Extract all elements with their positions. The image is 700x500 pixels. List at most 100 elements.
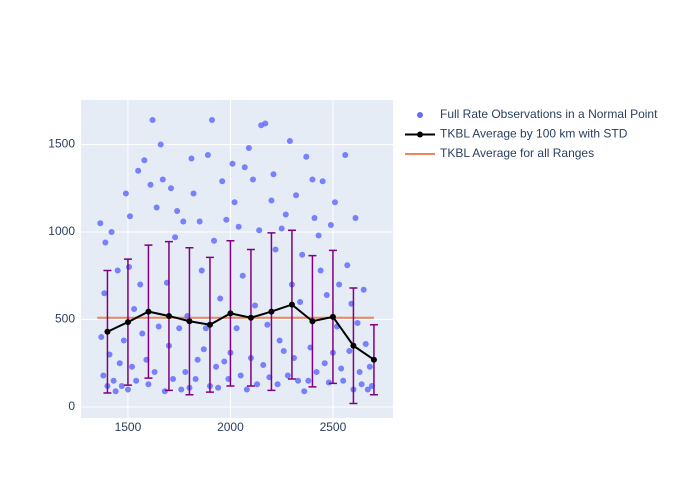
scatter-point <box>262 120 269 127</box>
scatter-point <box>272 246 279 253</box>
scatter-point <box>245 144 252 151</box>
line-marker <box>145 308 152 315</box>
scatter-point <box>323 291 330 298</box>
scatter-point <box>155 323 162 330</box>
scatter-point <box>241 164 248 171</box>
scatter-point <box>137 281 144 288</box>
scatter-point <box>174 207 181 214</box>
scatter-point <box>354 319 361 326</box>
line-marker <box>104 328 111 335</box>
scatter-point <box>223 216 230 223</box>
scatter-point <box>141 157 148 164</box>
scatter-point <box>208 116 215 123</box>
scatter-point <box>147 181 154 188</box>
scatter-point <box>352 214 359 221</box>
scatter-point <box>274 381 281 388</box>
line-marker <box>165 312 172 319</box>
y-tick-label: 0 <box>68 399 75 413</box>
scatter-point <box>264 321 271 328</box>
scatter-point <box>145 381 152 388</box>
y-tick-label: 1000 <box>48 224 75 238</box>
scatter-point <box>297 298 304 305</box>
scatter-point <box>301 388 308 395</box>
scatter-point <box>346 347 353 354</box>
scatter-point <box>190 190 197 197</box>
scatter-point <box>178 386 185 393</box>
scatter-point <box>108 228 115 235</box>
scatter-point <box>237 372 244 379</box>
scatter-point <box>219 178 226 185</box>
scatter-point <box>311 214 318 221</box>
scatter-point <box>202 325 209 332</box>
scatter-point <box>101 290 108 297</box>
scatter-point <box>260 361 267 368</box>
scatter-point <box>217 295 224 302</box>
scatter-point <box>231 199 238 206</box>
scatter-point <box>135 167 142 174</box>
scatter-point <box>317 267 324 274</box>
line-marker <box>206 321 213 328</box>
scatter-point <box>204 151 211 158</box>
scatter-point <box>122 190 129 197</box>
scatter-point <box>116 360 123 367</box>
scatter-point <box>167 185 174 192</box>
scatter-point <box>344 262 351 269</box>
scatter-point <box>235 223 242 230</box>
scatter-point <box>110 377 117 384</box>
scatter-point <box>309 176 316 183</box>
scatter-point <box>286 137 293 144</box>
scatter-point <box>280 347 287 354</box>
scatter-point <box>215 384 222 391</box>
scatter-point <box>338 365 345 372</box>
scatter-point <box>278 225 285 232</box>
scatter-point <box>362 340 369 347</box>
scatter-point <box>213 363 220 370</box>
scatter-point <box>120 337 127 344</box>
scatter-point <box>295 377 302 384</box>
scatter-point <box>270 171 277 178</box>
scatter-point <box>211 237 218 244</box>
legend-marker[interactable] <box>417 112 423 118</box>
scatter-point <box>358 381 365 388</box>
scatter-point <box>366 363 373 370</box>
scatter-point <box>299 251 306 258</box>
scatter-point <box>124 386 131 393</box>
scatter-point <box>194 356 201 363</box>
scatter-point <box>129 363 136 370</box>
x-tick-label: 1500 <box>115 420 142 434</box>
scatter-point <box>159 176 166 183</box>
legend-label[interactable]: TKBL Average for all Ranges <box>440 146 594 160</box>
scatter-point <box>192 375 199 382</box>
line-marker <box>329 313 336 320</box>
scatter-point <box>233 325 240 332</box>
scatter-point <box>243 386 250 393</box>
scatter-point <box>284 372 291 379</box>
legend-marker[interactable] <box>417 131 423 138</box>
scatter-point <box>315 232 322 239</box>
scatter-point <box>282 211 289 218</box>
scatter-point <box>268 197 275 204</box>
legend-label[interactable]: Full Rate Observations in a Normal Point <box>440 107 658 121</box>
scatter-point <box>125 263 132 270</box>
legend-label[interactable]: TKBL Average by 100 km with STD <box>440 127 628 141</box>
y-tick-label: 1500 <box>48 137 75 151</box>
scatter-point <box>149 116 156 123</box>
scatter-point <box>170 375 177 382</box>
scatter-point <box>340 377 347 384</box>
scatter-point <box>252 302 259 309</box>
scatter-point <box>172 234 179 241</box>
scatter-point <box>303 153 310 160</box>
line-marker <box>227 310 234 317</box>
line-marker <box>247 314 254 321</box>
scatter-point <box>188 155 195 162</box>
scatter-point <box>98 333 105 340</box>
scatter-point <box>112 388 119 395</box>
line-marker <box>350 342 357 349</box>
scatter-point <box>293 192 300 199</box>
scatter-point <box>342 151 349 158</box>
scatter-point <box>131 305 138 312</box>
scatter-point <box>321 360 328 367</box>
scatter-point <box>97 220 104 227</box>
